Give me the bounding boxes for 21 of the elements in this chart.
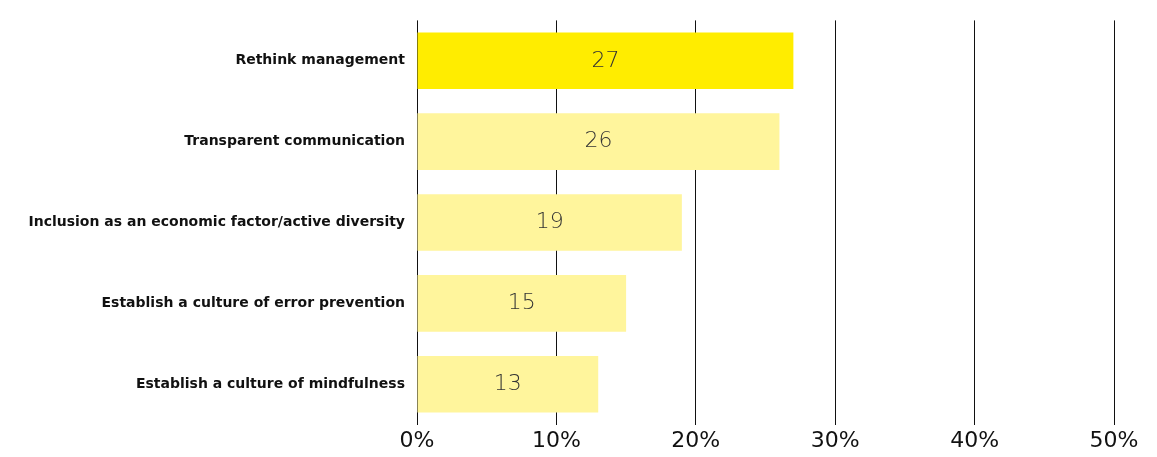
- x-tick-label: 30%: [810, 426, 860, 452]
- x-tick-label: 0%: [399, 426, 435, 452]
- x-tick-label: 40%: [950, 426, 1000, 452]
- bar: [417, 355, 599, 413]
- x-tick-label: 20%: [671, 426, 721, 452]
- y-tick-label: Inclusion as an economic factor/active diversity: [28, 213, 405, 230]
- bar: [417, 113, 780, 170]
- data-label: 27: [591, 46, 620, 72]
- y-tick-label: Establish a culture of error prevention: [101, 293, 405, 310]
- y-tick-label: Establish a culture of mindfulness: [135, 374, 405, 391]
- bar: [417, 194, 682, 251]
- bar: [417, 32, 794, 90]
- x-tick-label: 50%: [1089, 426, 1139, 452]
- y-tick-label: Rethink management: [235, 51, 406, 68]
- x-tick-label: 10%: [531, 426, 581, 452]
- data-label: 26: [584, 127, 613, 153]
- y-tick-label: Transparent communication: [184, 132, 405, 149]
- data-label: 15: [507, 289, 536, 315]
- bar: [417, 275, 627, 332]
- data-label: 13: [493, 369, 522, 395]
- data-label: 19: [535, 208, 564, 234]
